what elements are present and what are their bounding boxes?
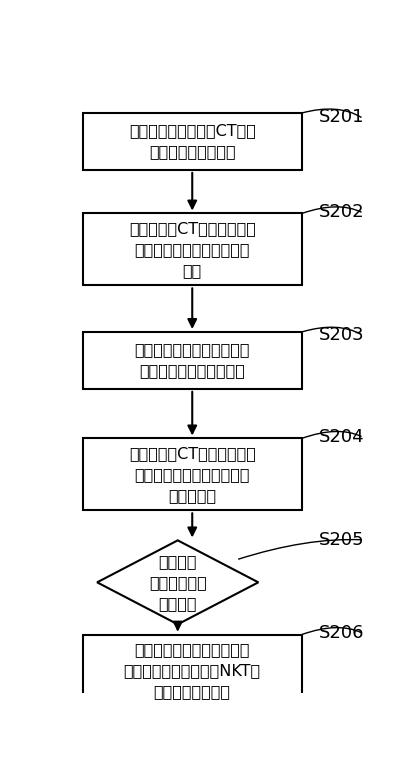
Polygon shape [97, 541, 258, 624]
Text: 根据残差网络将图像特征数
据进行训练得到训练模型: 根据残差网络将图像特征数 据进行训练得到训练模型 [134, 343, 250, 379]
Text: S206: S206 [319, 624, 365, 642]
FancyBboxPatch shape [83, 213, 302, 285]
FancyBboxPatch shape [83, 439, 302, 510]
FancyBboxPatch shape [83, 635, 302, 707]
Text: 将评估参
数与预设参数
进行比对: 将评估参 数与预设参数 进行比对 [149, 554, 207, 611]
Text: 将验证集的CT图像输入训练
模型得到用于评价勾画效果
的评估参数: 将验证集的CT图像输入训练 模型得到用于评价勾画效果 的评估参数 [129, 446, 256, 503]
FancyBboxPatch shape [83, 332, 302, 389]
Text: S201: S201 [319, 108, 365, 126]
Text: S204: S204 [319, 428, 365, 446]
Text: 将训练集的CT图像输入深度
神经网络模型得到图像特征
数据: 将训练集的CT图像输入深度 神经网络模型得到图像特征 数据 [129, 221, 256, 278]
FancyBboxPatch shape [83, 113, 302, 170]
Text: S202: S202 [319, 203, 365, 221]
Text: 若评估参数大于或等于预设
参数，训练模型为鼻腔NKT细
胞淋巴瘤勾画模型: 若评估参数大于或等于预设 参数，训练模型为鼻腔NKT细 胞淋巴瘤勾画模型 [124, 642, 261, 699]
Text: 将深度学习数据集中CT图像
分为训练集和验证集: 将深度学习数据集中CT图像 分为训练集和验证集 [129, 123, 256, 160]
Text: S203: S203 [319, 326, 365, 344]
Text: S205: S205 [319, 530, 365, 548]
